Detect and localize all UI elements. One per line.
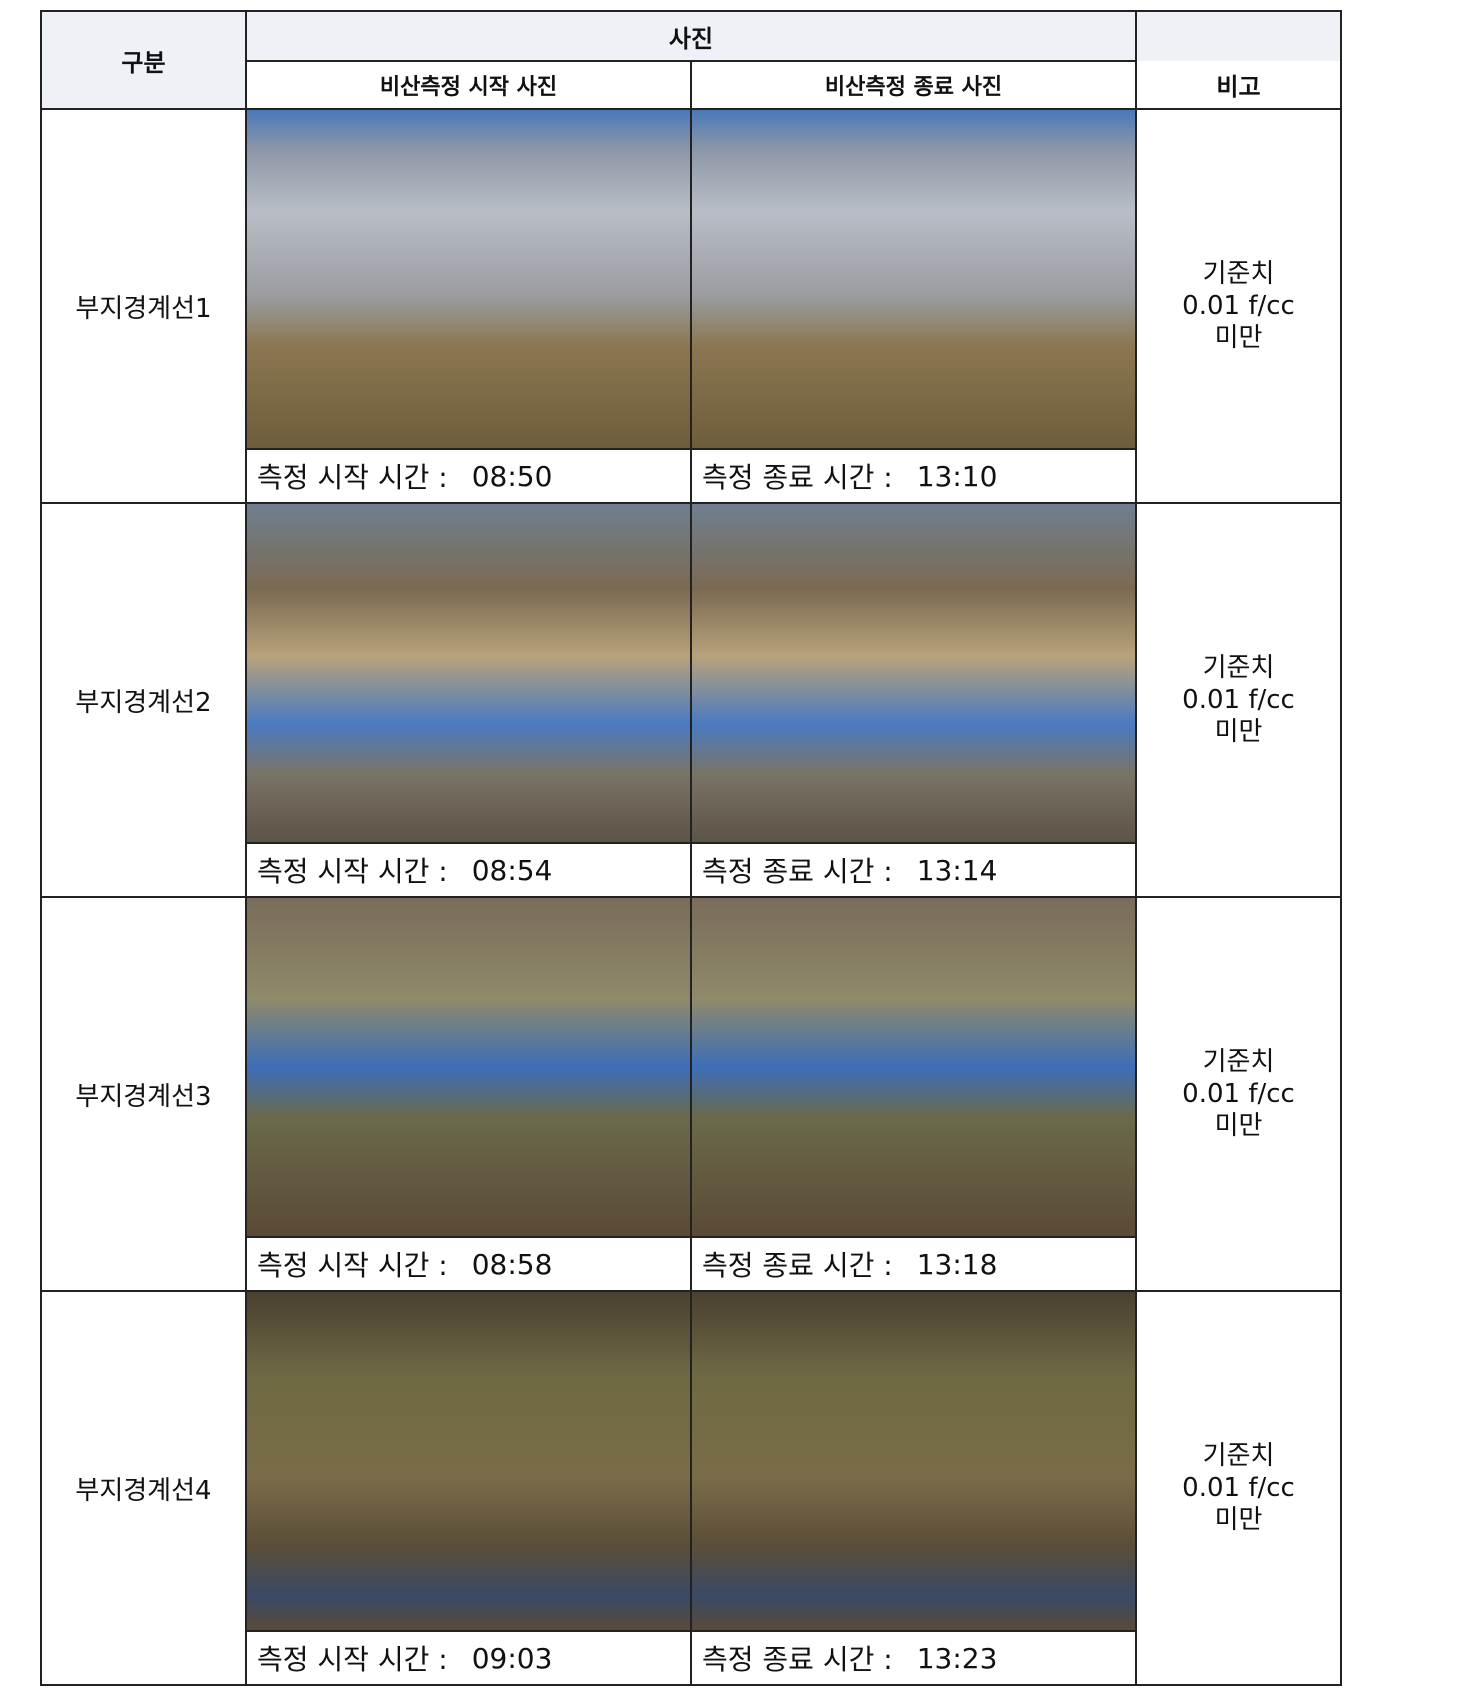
caption-time: 13:18: [916, 1247, 998, 1281]
photo-caption: 측정 시작 시간 : 08:54: [247, 844, 690, 896]
row-label: 부지경계선1: [40, 108, 247, 504]
caption-label: 측정 시작 시간 :: [257, 855, 448, 888]
header-end-photo: 비산측정 종료 사진: [689, 60, 1138, 110]
row-label: 부지경계선4: [40, 1290, 247, 1686]
remark-cell: 기준치 0.01 f/cc 미만: [1135, 896, 1343, 1292]
remark-line: 미만: [1214, 717, 1263, 747]
caption-time: 08:58: [471, 1247, 553, 1281]
header-start-photo: 비산측정 시작 사진: [245, 60, 692, 110]
end-photo-cell: 측정 종료 시간 : 13:18: [689, 896, 1138, 1292]
caption-time: 13:10: [916, 459, 998, 493]
row-label: 부지경계선2: [40, 502, 247, 898]
caption-label: 측정 종료 시간 :: [702, 855, 893, 888]
header-category: 구분: [40, 10, 247, 110]
end-photo: [692, 504, 1136, 844]
end-photo-cell: 측정 종료 시간 : 13:23: [689, 1290, 1138, 1686]
measurement-table: 구분 사진 비산측정 시작 사진 비산측정 종료 사진 비고 부지경계선1 측정 …: [40, 10, 1343, 1686]
table-row: 부지경계선2 측정 시작 시간 : 08:54 측정 종료 시간 : 13:14 기준치 0…: [40, 502, 1343, 898]
photo-caption: 측정 시작 시간 : 08:50: [247, 450, 690, 502]
table-row: 부지경계선4 측정 시작 시간 : 09:03 측정 종료 시간 : 13:23 기준치 0…: [40, 1290, 1343, 1686]
remark-line: 미만: [1214, 1111, 1263, 1141]
photo-caption: 측정 종료 시간 : 13:23: [692, 1632, 1135, 1684]
end-photo: [692, 898, 1136, 1238]
header-remarks: 비고: [1135, 61, 1343, 110]
caption-label: 측정 시작 시간 :: [257, 1249, 448, 1282]
photo-caption: 측정 시작 시간 : 09:03: [247, 1632, 690, 1684]
start-photo: [247, 504, 690, 844]
table-body: 부지경계선1 측정 시작 시간 :08:50 측정 종료 시간 :13:10 기준치 0…: [40, 108, 1343, 1686]
start-photo-cell: 측정 시작 시간 : 08:50: [245, 108, 692, 504]
caption-label: 측정 종료 시간 :: [702, 1643, 893, 1676]
remark-line: 0.01 f/cc: [1182, 1473, 1295, 1503]
remark-line: 기준치: [1202, 1047, 1275, 1077]
start-photo-cell: 측정 시작 시간 : 09:03: [245, 1290, 692, 1686]
remark-line: 기준치: [1202, 259, 1275, 289]
start-photo-cell: 측정 시작 시간 : 08:58: [245, 896, 692, 1292]
caption-time: 13:14: [916, 853, 998, 887]
photo-caption: 측정 시작 시간 : 08:58: [247, 1238, 690, 1290]
remark-line: 기준치: [1202, 653, 1275, 683]
header-photos: 사진: [244, 10, 1138, 62]
caption-time: 08:50: [471, 459, 553, 493]
remark-line: 0.01 f/cc: [1182, 291, 1295, 321]
end-photo: [692, 1292, 1136, 1632]
header-blank: [1135, 10, 1343, 61]
caption-time: 13:23: [916, 1641, 998, 1675]
remark-cell: 기준치 0.01 f/cc 미만: [1135, 1290, 1343, 1686]
document: 구분 사진 비산측정 시작 사진 비산측정 종료 사진 비고 부지경계선1 측정 …: [40, 10, 1343, 1690]
photo-caption: 측정 종료 시간 : 13:10: [692, 450, 1135, 502]
start-photo: [247, 110, 690, 450]
photo-caption: 측정 종료 시간 : 13:14: [692, 844, 1135, 896]
remark-line: 기준치: [1202, 1441, 1275, 1471]
start-photo: [247, 898, 690, 1238]
remark-line: 미만: [1214, 323, 1263, 353]
remark-line: 0.01 f/cc: [1182, 685, 1295, 715]
caption-time: 08:54: [471, 853, 553, 887]
photo-caption: 측정 종료 시간 : 13:18: [692, 1238, 1135, 1290]
caption-label: 측정 시작 시간 :: [257, 461, 448, 494]
caption-time: 09:03: [471, 1641, 553, 1675]
end-photo-cell: 측정 종료 시간 : 13:14: [689, 502, 1138, 898]
table-row: 부지경계선1 측정 시작 시간 : 08:50 측정 종료 시간 : 13:10 기준치 0…: [40, 108, 1343, 504]
row-label: 부지경계선3: [40, 896, 247, 1292]
table-row: 부지경계선3 측정 시작 시간 : 08:58 측정 종료 시간 : 13:18 기준치 0…: [40, 896, 1343, 1292]
remark-cell: 기준치 0.01 f/cc 미만: [1135, 108, 1343, 504]
remark-cell: 기준치 0.01 f/cc 미만: [1135, 502, 1343, 898]
remark-line: 미만: [1214, 1505, 1263, 1535]
caption-label: 측정 시작 시간 :: [257, 1643, 448, 1676]
start-photo-cell: 측정 시작 시간 : 08:54: [245, 502, 692, 898]
caption-label: 측정 종료 시간 :: [702, 1249, 893, 1282]
remark-line: 0.01 f/cc: [1182, 1079, 1295, 1109]
end-photo-cell: 측정 종료 시간 : 13:10: [689, 108, 1138, 504]
start-photo: [247, 1292, 690, 1632]
end-photo: [692, 110, 1136, 450]
caption-label: 측정 종료 시간 :: [702, 461, 893, 494]
